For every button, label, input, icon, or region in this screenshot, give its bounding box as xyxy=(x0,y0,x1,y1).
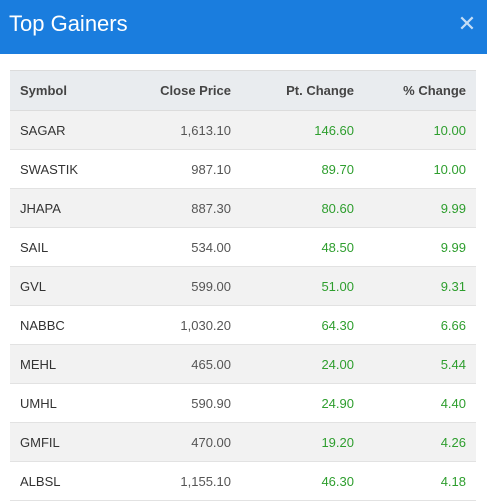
close-price-cell: 887.30 xyxy=(126,188,241,228)
pct-change-cell: 5.44 xyxy=(364,344,476,384)
table-row[interactable]: ALBSL 1,155.10 46.30 4.18 xyxy=(10,461,476,501)
pct-change-cell: 9.99 xyxy=(364,188,476,228)
table-row[interactable]: SAGAR 1,613.10 146.60 10.00 xyxy=(10,110,476,150)
symbol-cell: SWASTIK xyxy=(10,149,126,189)
table-row[interactable]: JHAPA 887.30 80.60 9.99 xyxy=(10,188,476,228)
symbol-cell: JHAPA xyxy=(10,188,126,228)
table-row[interactable]: GVL 599.00 51.00 9.31 xyxy=(10,266,476,306)
close-icon[interactable]: ✕ xyxy=(457,11,477,36)
dialog-title: Top Gainers xyxy=(9,11,128,36)
pt-change-cell: 19.20 xyxy=(241,422,364,462)
table-row[interactable]: GMFIL 470.00 19.20 4.26 xyxy=(10,422,476,462)
pt-change-cell: 89.70 xyxy=(241,149,364,189)
close-price-cell: 534.00 xyxy=(126,227,241,267)
symbol-cell: MEHL xyxy=(10,344,126,384)
symbol-cell: ALBSL xyxy=(10,461,126,501)
table-header-row: Symbol Close Price Pt. Change % Change xyxy=(10,70,476,111)
symbol-cell: NABBC xyxy=(10,305,126,345)
close-price-cell: 599.00 xyxy=(126,266,241,306)
pt-change-cell: 64.30 xyxy=(241,305,364,345)
close-price-cell: 1,613.10 xyxy=(126,110,241,150)
symbol-cell: GMFIL xyxy=(10,422,126,462)
pct-change-cell: 9.99 xyxy=(364,227,476,267)
dialog-header: Top Gainers ✕ xyxy=(0,0,487,54)
top-gainers-table: Symbol Close Price Pt. Change % Change S… xyxy=(10,70,476,501)
table-row[interactable]: MEHL 465.00 24.00 5.44 xyxy=(10,344,476,384)
pct-change-cell: 6.66 xyxy=(364,305,476,345)
top-gainers-table-container: Symbol Close Price Pt. Change % Change S… xyxy=(10,70,476,501)
close-price-cell: 470.00 xyxy=(126,422,241,462)
symbol-cell: SAIL xyxy=(10,227,126,267)
close-price-cell: 590.90 xyxy=(126,383,241,423)
pt-change-cell: 24.90 xyxy=(241,383,364,423)
table-row[interactable]: UMHL 590.90 24.90 4.40 xyxy=(10,383,476,423)
pt-change-cell: 146.60 xyxy=(241,110,364,150)
pct-change-cell: 10.00 xyxy=(364,149,476,189)
pct-change-cell: 9.31 xyxy=(364,266,476,306)
close-price-cell: 1,030.20 xyxy=(126,305,241,345)
pt-change-cell: 46.30 xyxy=(241,461,364,501)
pt-change-cell: 48.50 xyxy=(241,227,364,267)
pct-change-cell: 4.18 xyxy=(364,461,476,501)
symbol-cell: GVL xyxy=(10,266,126,306)
close-price-cell: 465.00 xyxy=(126,344,241,384)
column-header-close-price[interactable]: Close Price xyxy=(126,70,241,111)
pt-change-cell: 24.00 xyxy=(241,344,364,384)
pct-change-cell: 4.40 xyxy=(364,383,476,423)
table-row[interactable]: SAIL 534.00 48.50 9.99 xyxy=(10,227,476,267)
pt-change-cell: 51.00 xyxy=(241,266,364,306)
table-row[interactable]: SWASTIK 987.10 89.70 10.00 xyxy=(10,149,476,189)
table-row[interactable]: NABBC 1,030.20 64.30 6.66 xyxy=(10,305,476,345)
pct-change-cell: 10.00 xyxy=(364,110,476,150)
pct-change-cell: 4.26 xyxy=(364,422,476,462)
pt-change-cell: 80.60 xyxy=(241,188,364,228)
column-header-pct-change[interactable]: % Change xyxy=(364,70,476,111)
column-header-symbol[interactable]: Symbol xyxy=(10,70,126,111)
column-header-pt-change[interactable]: Pt. Change xyxy=(241,70,364,111)
symbol-cell: SAGAR xyxy=(10,110,126,150)
symbol-cell: UMHL xyxy=(10,383,126,423)
close-price-cell: 987.10 xyxy=(126,149,241,189)
